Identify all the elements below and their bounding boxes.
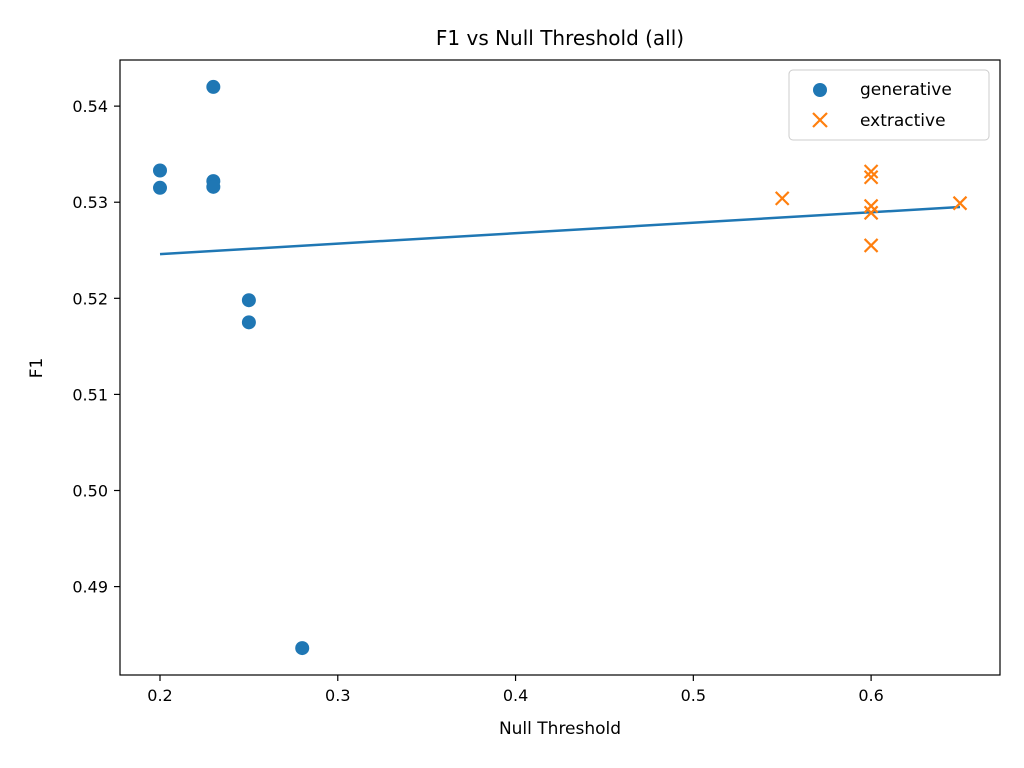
- legend-extractive-label: extractive: [860, 111, 946, 131]
- extractive-point: [863, 198, 879, 214]
- y-tick-label: 0.51: [72, 385, 108, 404]
- y-tick-label: 0.54: [72, 97, 108, 116]
- legend-generative-marker: [813, 83, 827, 97]
- generative-point: [295, 641, 310, 656]
- x-tick-label: 0.4: [503, 686, 528, 705]
- generative-point: [241, 293, 256, 308]
- y-tick-label: 0.49: [72, 578, 108, 597]
- x-axis-label: Null Threshold: [499, 719, 621, 739]
- y-tick-label: 0.52: [72, 289, 108, 308]
- generative-point: [241, 315, 256, 330]
- y-tick-label: 0.50: [72, 482, 108, 501]
- plot-frame: [119, 59, 1001, 676]
- legend: generative extractive: [788, 69, 990, 141]
- y-axis-ticks: 0.49 0.50 0.51 0.52 0.53 0.54: [72, 97, 120, 597]
- extractive-point: [863, 238, 879, 253]
- x-tick-label: 0.3: [325, 686, 350, 705]
- x-axis-ticks: 0.2 0.3 0.4 0.5 0.6: [147, 675, 884, 705]
- x-tick-label: 0.5: [681, 686, 706, 705]
- generative-point: [206, 79, 221, 94]
- generative-point: [206, 179, 221, 194]
- generative-point: [153, 180, 167, 195]
- extractive-point: [774, 191, 790, 206]
- y-tick-label: 0.53: [72, 193, 108, 212]
- extractive-point: [863, 164, 879, 179]
- generative-point: [153, 163, 167, 178]
- extractive-point: [952, 195, 968, 211]
- trend-layer: [159, 205, 961, 256]
- extractive-point: [863, 205, 879, 221]
- trend-line: [159, 205, 961, 256]
- x-tick-label: 0.2: [147, 686, 172, 705]
- chart-title: F1 vs Null Threshold (all): [436, 26, 684, 50]
- points-layer: [153, 79, 968, 656]
- legend-extractive-marker: [812, 112, 828, 128]
- extractive-point: [863, 169, 879, 185]
- legend-generative-label: generative: [860, 80, 952, 100]
- plot-background: [120, 60, 1000, 675]
- y-axis-label: F1: [27, 358, 47, 379]
- legend-box: [788, 69, 990, 141]
- x-tick-label: 0.6: [858, 686, 883, 705]
